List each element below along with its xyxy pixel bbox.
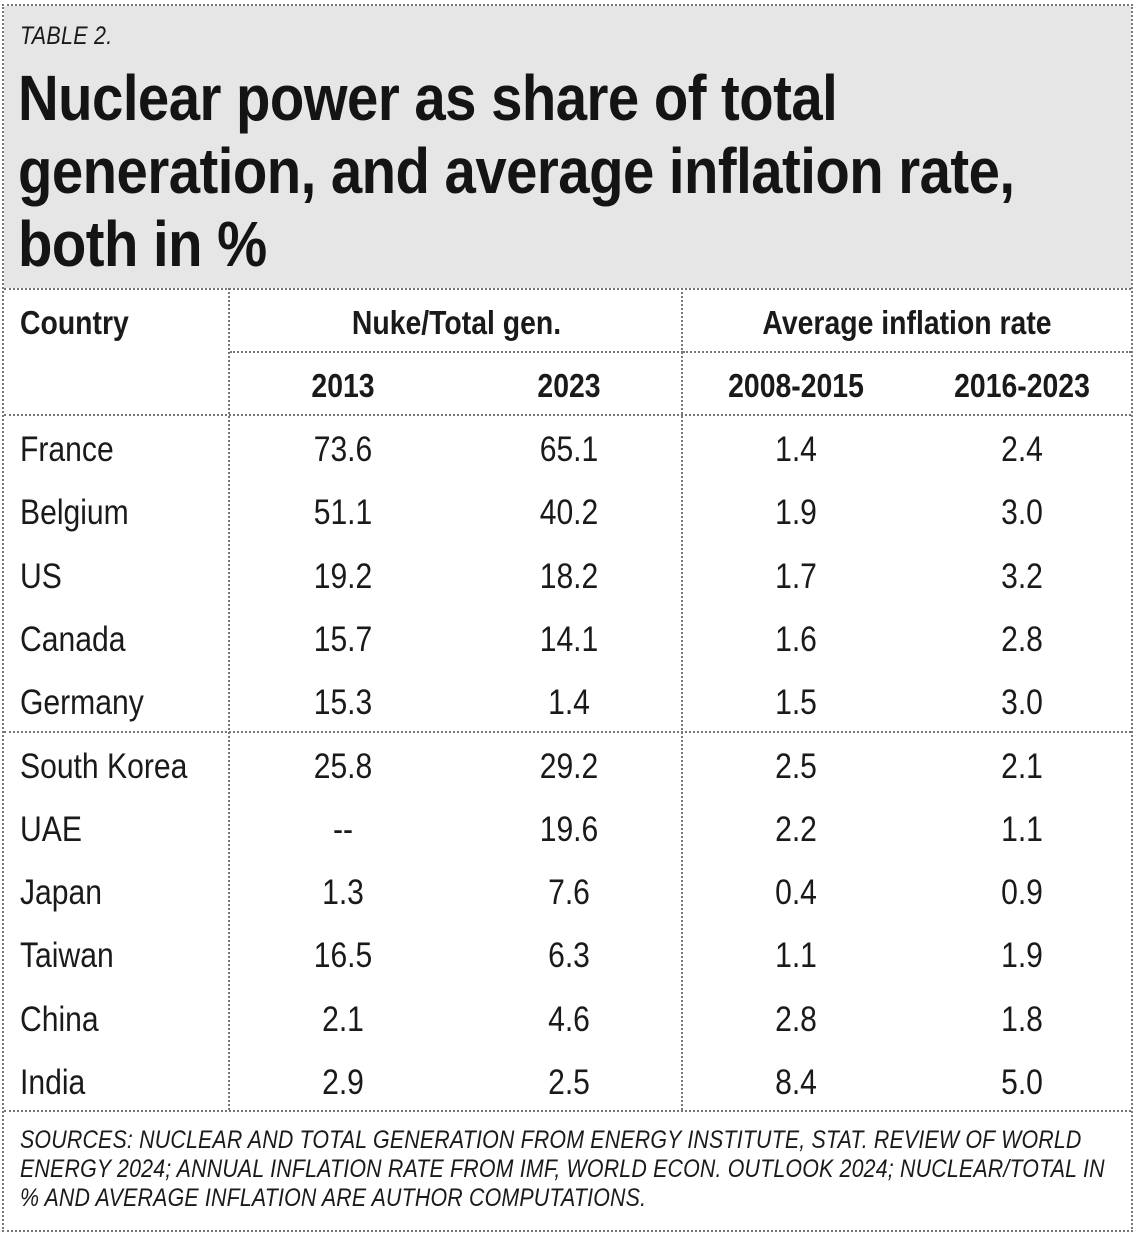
inflation-2008-2015-cell: 1.1 (775, 936, 817, 976)
country-cell: South Korea (20, 746, 188, 786)
country-cell: Belgium (20, 493, 129, 533)
nuke-2013-cell: 25.8 (313, 746, 373, 786)
inflation-2016-2023-cell: 5.0 (1001, 1063, 1043, 1102)
nuke-2023-cell: 14.1 (539, 619, 599, 659)
country-cell: France (20, 430, 114, 469)
nuke-2023-cell: 1.4 (548, 683, 590, 723)
inflation-2016-2023-cell: 1.1 (1001, 809, 1043, 849)
nuke-2013-cell: 2.9 (322, 1063, 364, 1102)
year-2023-header: 2023 (537, 367, 601, 404)
inflation-2016-2023-cell: 1.9 (1001, 936, 1043, 976)
inflation-2008-2015-cell: 1.9 (775, 493, 817, 533)
table-frame: TABLE 2. Nuclear power as share of total… (2, 4, 1133, 1232)
sources-note: SOURCES: NUCLEAR AND TOTAL GENERATION FR… (20, 1126, 1105, 1212)
inflation-2008-2015-cell: 2.2 (775, 809, 817, 849)
inflation-2016-2023-cell: 3.0 (1001, 493, 1043, 533)
nuke-group-header: Nuke/Total gen. (351, 304, 562, 341)
inflation-2008-2015-cell: 1.5 (775, 683, 817, 723)
inflation-2008-2015-cell: 8.4 (775, 1063, 817, 1102)
header-bottom-divider (4, 414, 1131, 416)
nuke-2013-cell: 15.3 (313, 683, 373, 723)
nuke-2023-cell: 2.5 (548, 1063, 590, 1102)
country-cell: UAE (20, 809, 82, 849)
footer-divider (4, 1110, 1131, 1112)
inflation-2016-2023-cell: 3.0 (1001, 683, 1043, 723)
table-number-label: TABLE 2. (20, 22, 113, 50)
nuke-2023-cell: 65.1 (539, 430, 599, 469)
country-cell: China (20, 999, 99, 1039)
inflation-2008-2015-cell: 1.4 (775, 430, 817, 469)
inflation-2016-2023-cell: 2.8 (1001, 619, 1043, 659)
nuke-2023-cell: 18.2 (539, 556, 599, 596)
nuke-2013-cell: 1.3 (322, 873, 364, 913)
country-column-divider (228, 288, 230, 1110)
period-2008-2015-header: 2008-2015 (728, 367, 864, 404)
inflation-2016-2023-cell: 2.1 (1001, 746, 1043, 786)
inflation-2016-2023-cell: 0.9 (1001, 873, 1043, 913)
inflation-2008-2015-cell: 2.8 (775, 999, 817, 1039)
nuke-2013-cell: 73.6 (313, 430, 373, 469)
country-cell: Germany (20, 683, 144, 723)
inflation-2008-2015-cell: 0.4 (775, 873, 817, 913)
region-divider (4, 731, 1131, 733)
nuke-2013-cell: 15.7 (313, 619, 373, 659)
table-title: Nuclear power as share of total generati… (18, 62, 1015, 280)
group-column-divider (681, 288, 683, 1110)
inflation-2016-2023-cell: 3.2 (1001, 556, 1043, 596)
inflation-2016-2023-cell: 1.8 (1001, 999, 1043, 1039)
nuke-2023-cell: 4.6 (548, 999, 590, 1039)
nuke-2013-cell: -- (332, 809, 354, 849)
period-2016-2023-header: 2016-2023 (954, 367, 1090, 404)
country-header: Country (20, 304, 129, 341)
nuke-2013-cell: 19.2 (313, 556, 373, 596)
header-top-divider (4, 288, 1131, 290)
country-cell: US (20, 556, 62, 596)
year-2013-header: 2013 (311, 367, 375, 404)
group-header-divider-nuke (230, 351, 683, 353)
nuke-2013-cell: 2.1 (322, 999, 364, 1039)
country-cell: India (20, 1063, 86, 1102)
inflation-2008-2015-cell: 2.5 (775, 746, 817, 786)
title-banner: TABLE 2. Nuclear power as share of total… (4, 6, 1131, 288)
nuke-2023-cell: 7.6 (548, 873, 590, 913)
inflation-2008-2015-cell: 1.6 (775, 619, 817, 659)
nuke-2013-cell: 51.1 (313, 493, 373, 533)
country-cell: Canada (20, 619, 126, 659)
country-cell: Japan (20, 873, 103, 913)
inflation-group-header: Average inflation rate (762, 304, 1052, 341)
nuke-2023-cell: 29.2 (539, 746, 599, 786)
country-cell: Taiwan (20, 936, 114, 976)
inflation-2016-2023-cell: 2.4 (1001, 430, 1043, 469)
inflation-2008-2015-cell: 1.7 (775, 556, 817, 596)
nuke-2023-cell: 19.6 (539, 809, 599, 849)
nuke-2013-cell: 16.5 (313, 936, 373, 976)
group-header-divider-inflation (683, 351, 1131, 353)
nuke-2023-cell: 40.2 (539, 493, 599, 533)
nuke-2023-cell: 6.3 (548, 936, 590, 976)
